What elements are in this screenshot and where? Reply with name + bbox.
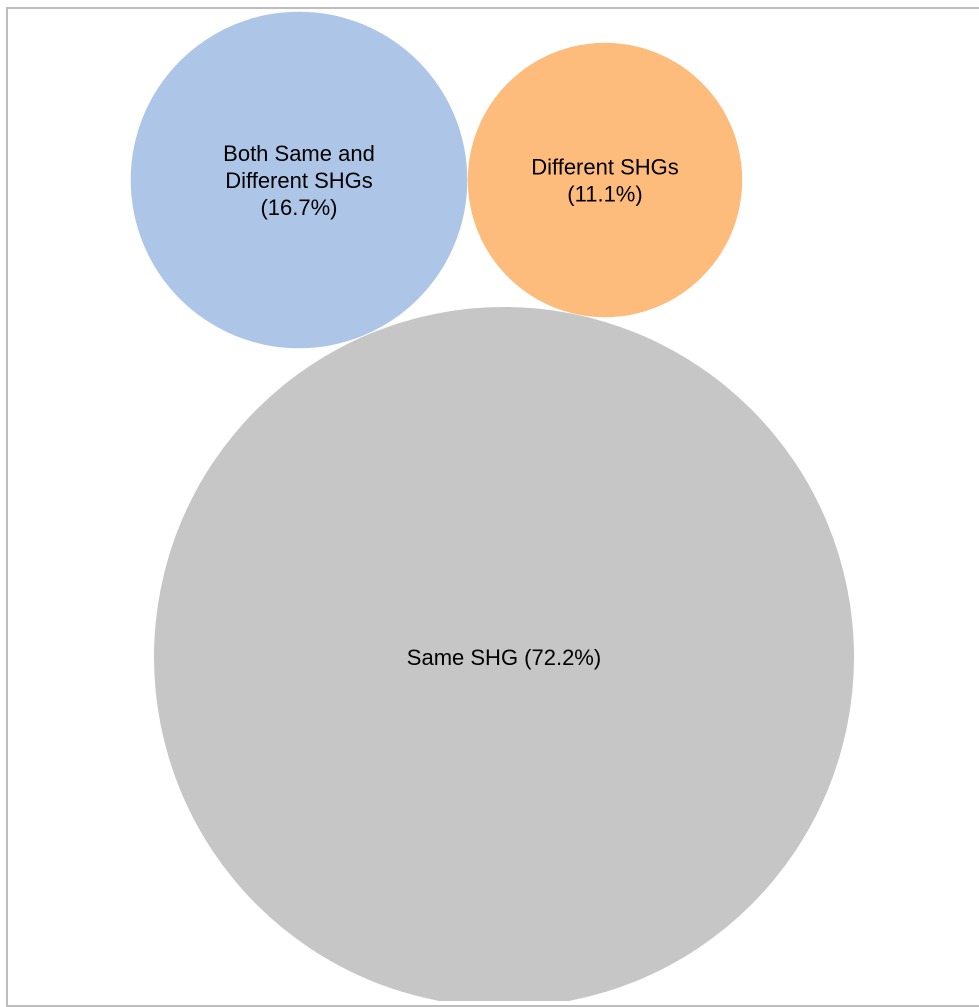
bubble-label-both-same-and-different-shgs-line-2: Different SHGs [225,168,373,193]
bubble-group-same-shg: Same SHG (72.2%) [154,307,854,1001]
bubble-same-shg [154,307,854,1001]
bubble-both-same-and-different-shgs [130,11,468,349]
bubble-different-shgs [467,42,743,318]
bubble-label-same-shg-line-1: Same SHG (72.2%) [407,645,601,670]
bubble-group-different-shgs: Different SHGs(11.1%) [467,42,743,318]
bubble-label-different-shgs-line-1: Different SHGs [531,155,679,180]
bubble-label-both-same-and-different-shgs-line-3: (16.7%) [260,195,337,220]
bubble-label-different-shgs-line-2: (11.1%) [567,182,642,207]
bubble-label-both-same-and-different-shgs-line-1: Both Same and [223,141,375,166]
